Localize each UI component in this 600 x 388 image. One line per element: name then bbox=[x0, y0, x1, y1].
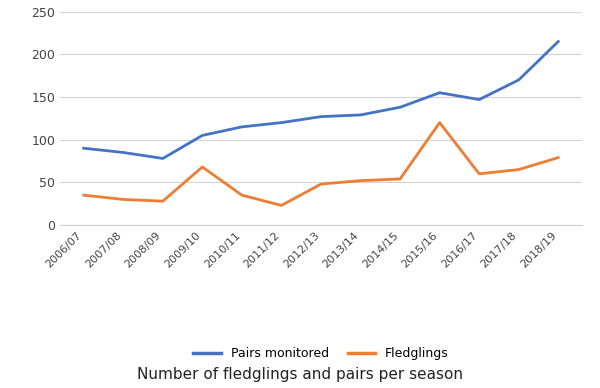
Legend: Pairs monitored, Fledglings: Pairs monitored, Fledglings bbox=[188, 342, 454, 365]
Text: Number of fledglings and pairs per season: Number of fledglings and pairs per seaso… bbox=[137, 367, 463, 382]
